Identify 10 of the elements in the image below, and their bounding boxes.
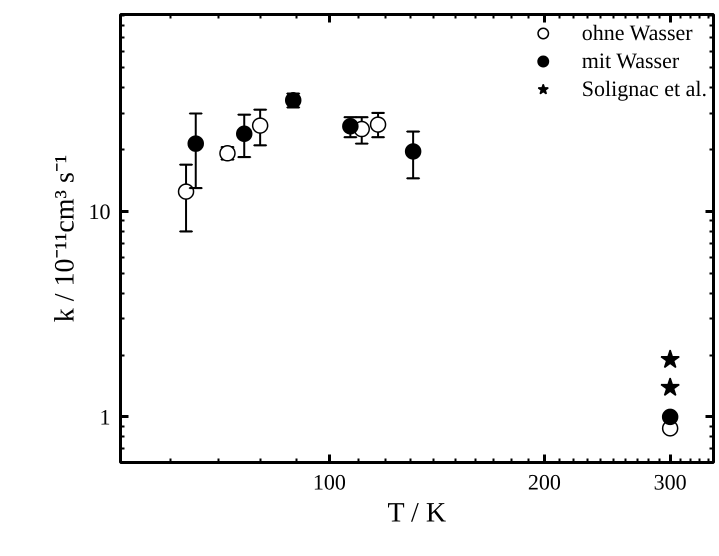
y-axis-title: k / 10⁻¹¹cm³ s⁻¹: [50, 154, 80, 322]
y-tick-label: 10: [88, 199, 110, 224]
legend-label: mit Wasser: [582, 48, 680, 74]
y-tick-label: 1: [100, 404, 110, 430]
legend-label: ohne Wasser: [582, 20, 693, 46]
x-axis-title: T / K: [387, 498, 446, 528]
legend-label: Solignac et al.: [582, 76, 707, 102]
x-tick-label: 200: [528, 470, 561, 494]
x-tick-label: 100: [312, 470, 346, 494]
x-tick-label: 300: [654, 470, 687, 494]
